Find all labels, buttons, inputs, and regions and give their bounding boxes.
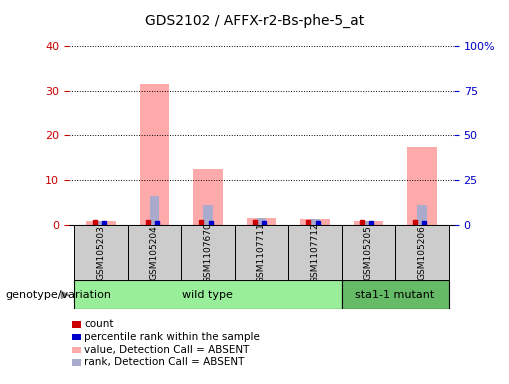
Bar	[288, 225, 341, 280]
Bar	[139, 84, 169, 225]
Text: GSM105204: GSM105204	[150, 225, 159, 280]
Text: GSM105205: GSM105205	[363, 225, 372, 280]
Text: genotype/variation: genotype/variation	[5, 290, 111, 300]
Text: GSM1107712: GSM1107712	[310, 222, 319, 283]
Bar	[96, 221, 105, 225]
Bar	[416, 205, 426, 225]
Text: value, Detection Call = ABSENT: value, Detection Call = ABSENT	[84, 345, 249, 355]
Bar	[181, 225, 234, 280]
Bar	[234, 225, 288, 280]
Text: GSM105203: GSM105203	[96, 225, 105, 280]
Bar	[74, 280, 341, 309]
Bar	[406, 147, 436, 225]
Bar	[256, 218, 266, 225]
Bar	[246, 218, 275, 225]
Bar	[203, 205, 212, 225]
Bar	[309, 219, 319, 225]
Bar	[74, 225, 127, 280]
Bar	[149, 195, 159, 225]
Bar	[127, 225, 181, 280]
Bar	[394, 225, 448, 280]
Bar	[341, 225, 394, 280]
Text: wild type: wild type	[182, 290, 233, 300]
Text: GSM105206: GSM105206	[416, 225, 426, 280]
Text: GSM1107670: GSM1107670	[203, 222, 212, 283]
Text: GDS2102 / AFFX-r2-Bs-phe-5_at: GDS2102 / AFFX-r2-Bs-phe-5_at	[145, 13, 364, 28]
Text: rank, Detection Call = ABSENT: rank, Detection Call = ABSENT	[84, 358, 244, 367]
Bar	[353, 221, 382, 225]
Bar	[86, 221, 116, 225]
Bar	[363, 221, 373, 225]
Bar	[193, 169, 222, 225]
Bar	[341, 280, 448, 309]
Text: sta1-1 mutant: sta1-1 mutant	[355, 290, 434, 300]
Text: GSM1107711: GSM1107711	[257, 222, 265, 283]
Bar	[300, 219, 329, 225]
Text: count: count	[84, 319, 114, 329]
Text: percentile rank within the sample: percentile rank within the sample	[84, 332, 260, 342]
